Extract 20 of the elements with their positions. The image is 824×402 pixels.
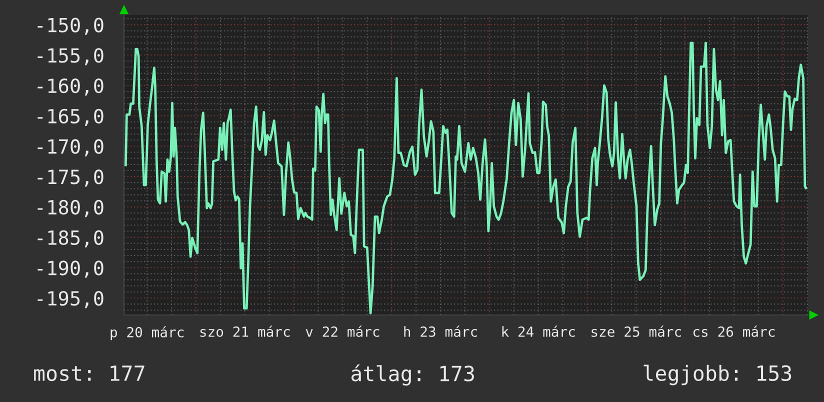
y-tick-label: -175,0 [38, 170, 104, 187]
x-tick-label: h 23 márc [404, 326, 477, 337]
y-tick-label: -170,0 [38, 139, 104, 156]
y-tick-label: -160,0 [38, 78, 104, 96]
y-tick-label: -155,0 [38, 48, 104, 66]
text: átlag: 173 [351, 364, 474, 386]
text: most: 177 [34, 366, 144, 382]
y-tick-label: -195,0 [38, 291, 104, 308]
x-tick-label: cs 26 márc [693, 326, 775, 337]
x-tick-label: szo 21 márc [200, 326, 290, 337]
x-tick-label: p 20 márc [110, 326, 184, 340]
x-tick-label: sze 25 márc [592, 326, 681, 337]
y-tick-label: -190,0 [38, 260, 104, 278]
x-tick-label: k 24 márc [502, 326, 575, 337]
y-tick-label: -180,0 [38, 200, 104, 218]
x-tick-label: v 22 márc [306, 326, 380, 337]
y-tick-label: -150,0 [38, 18, 104, 35]
text: legjobb: 153 [644, 364, 792, 386]
y-tick-label: -185,0 [38, 230, 104, 248]
y-tick-label: -165,0 [38, 108, 104, 126]
